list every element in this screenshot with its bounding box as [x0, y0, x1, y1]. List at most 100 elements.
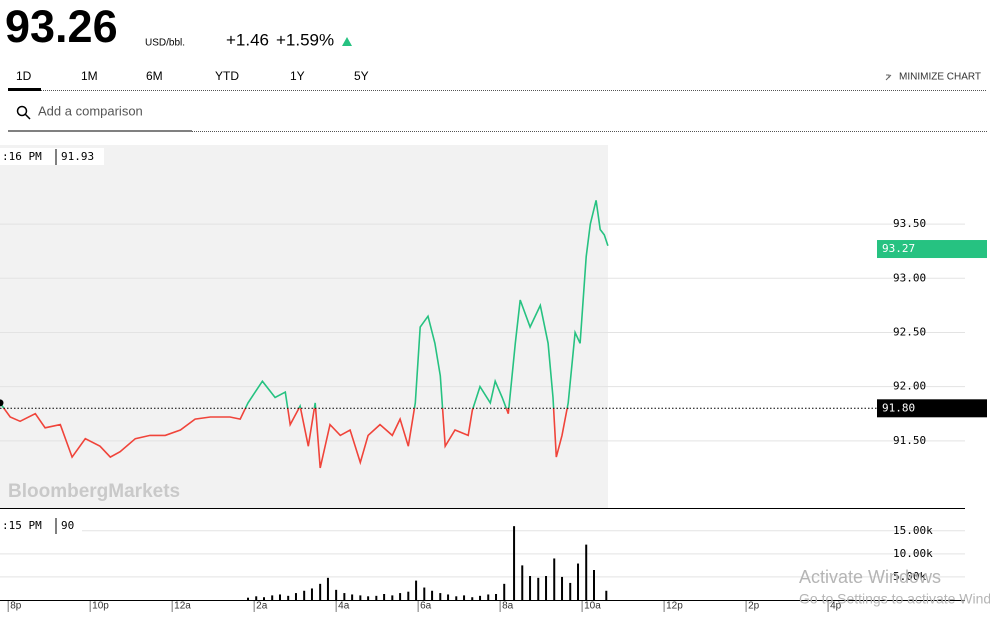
volume-bar [513, 526, 516, 600]
volume-bar [319, 583, 322, 600]
tab[interactable]: 1D [16, 69, 32, 83]
volume-bar [310, 588, 313, 600]
volume-bar [521, 565, 524, 600]
change-pct: +1.59% [276, 30, 334, 49]
volume-bar [463, 595, 466, 600]
x-tick-label: 4p [830, 601, 842, 612]
x-tick-label: 4a [338, 601, 350, 612]
volume-bar [247, 597, 250, 600]
volume-bar [585, 544, 588, 600]
volume-bar [561, 576, 564, 600]
y-tick-label: 93.50 [893, 217, 926, 230]
volume-bar [605, 590, 608, 600]
volume-bar [577, 563, 580, 600]
x-tick-label: 6a [420, 601, 432, 612]
volume-bar [255, 596, 258, 600]
y-tick-label: 91.50 [893, 434, 926, 447]
volume-bar [529, 576, 532, 600]
x-tick-label: 2a [256, 601, 268, 612]
volume-bar [431, 590, 434, 600]
tab[interactable]: 6M [146, 69, 163, 83]
volume-bar [294, 593, 297, 600]
price-line-down [2, 408, 568, 469]
volume-bar [278, 594, 281, 600]
volume-bar [375, 595, 378, 600]
tab[interactable]: 5Y [354, 69, 369, 83]
change: +1.46 [226, 30, 269, 49]
volume-bar [423, 587, 426, 600]
volume-bar [479, 595, 482, 600]
volume-bar [415, 580, 418, 600]
crosshair-box [0, 148, 104, 165]
previous-close-tag [877, 399, 987, 418]
search-icon [16, 105, 28, 117]
x-tick-label: 10a [584, 601, 601, 612]
crosshair-value: 90 [61, 519, 74, 532]
y-tick-label: 15.00k [893, 524, 933, 537]
volume-bar [271, 595, 274, 600]
tabs: 1D 1M 6M YTD 1Y 5Y [16, 69, 369, 83]
windows-subtitle: Go to Settings to activate Windows. [799, 591, 990, 607]
minimize-button[interactable]: MINIMIZE CHART [899, 72, 981, 83]
y-tick-label: 10.00k [893, 547, 933, 560]
previous-close-label: 91.80 [882, 401, 915, 414]
plot: 91.50 92.00 92.50 93.00 93.50 91.80 93.27 :16 P… [0, 145, 987, 612]
volume-bar [407, 591, 410, 600]
x-tick-label: 12a [174, 601, 191, 612]
x-tick-label: 12p [666, 601, 683, 612]
volume-bar [545, 576, 548, 600]
windows-title: Activate Windows [799, 567, 941, 587]
volume-bar [593, 570, 596, 600]
x-tick-label: 10p [92, 601, 109, 612]
tab[interactable]: 1M [81, 69, 98, 83]
volume-bar [471, 597, 474, 600]
volume-bar [351, 594, 354, 600]
volume-bar [569, 582, 572, 600]
x-tick-label: 8a [502, 601, 514, 612]
crosshair-dot [0, 399, 4, 407]
volume-bar [326, 577, 329, 600]
crosshair-value: 91.93 [61, 150, 94, 163]
y-tick-label: 92.50 [893, 325, 926, 338]
volume-bar [391, 595, 394, 600]
tab[interactable]: YTD [215, 69, 239, 83]
volume-bar [439, 593, 442, 600]
volume-bar [367, 596, 370, 600]
volume-bar [359, 595, 362, 600]
volume-bar [343, 593, 346, 600]
x-tick-label: 8p [10, 601, 22, 612]
y-tick-label: 5.00k [893, 570, 926, 583]
volume-bar [455, 596, 458, 600]
y-tick-label: 93.00 [893, 271, 926, 284]
volume-bar [303, 590, 306, 600]
last-price-label: 93.27 [882, 242, 915, 255]
volume-bar [487, 594, 490, 600]
volume-bar [263, 597, 266, 600]
crosshair-time: :15 PM [2, 519, 42, 532]
watermark: BloombergMarkets [8, 481, 180, 502]
x-tick-label: 2p [748, 601, 760, 612]
active-tab-underline [8, 88, 41, 91]
unit: USD/bbl. [145, 38, 185, 49]
minimize-icon [885, 74, 892, 81]
volume-bar [495, 594, 498, 600]
volume-bar [553, 558, 556, 600]
volume-bar [537, 577, 540, 600]
volume-bar [335, 589, 338, 600]
search-input[interactable]: Add a comparison [38, 103, 143, 118]
up-arrow [342, 37, 352, 46]
crosshair-time: :16 PM [2, 150, 42, 163]
crosshair-box [0, 517, 82, 534]
price: 93.26 [5, 1, 118, 52]
volume-bar [503, 583, 506, 600]
tab[interactable]: 1Y [290, 69, 305, 83]
y-tick-label: 92.00 [893, 380, 926, 393]
volume-bar [399, 593, 402, 600]
last-price-tag [877, 240, 987, 259]
price-line-up [0, 200, 609, 409]
volume-bar [447, 594, 450, 600]
search-icon-handle [24, 113, 31, 120]
volume-bar [287, 595, 290, 600]
volume-bar [383, 594, 386, 600]
